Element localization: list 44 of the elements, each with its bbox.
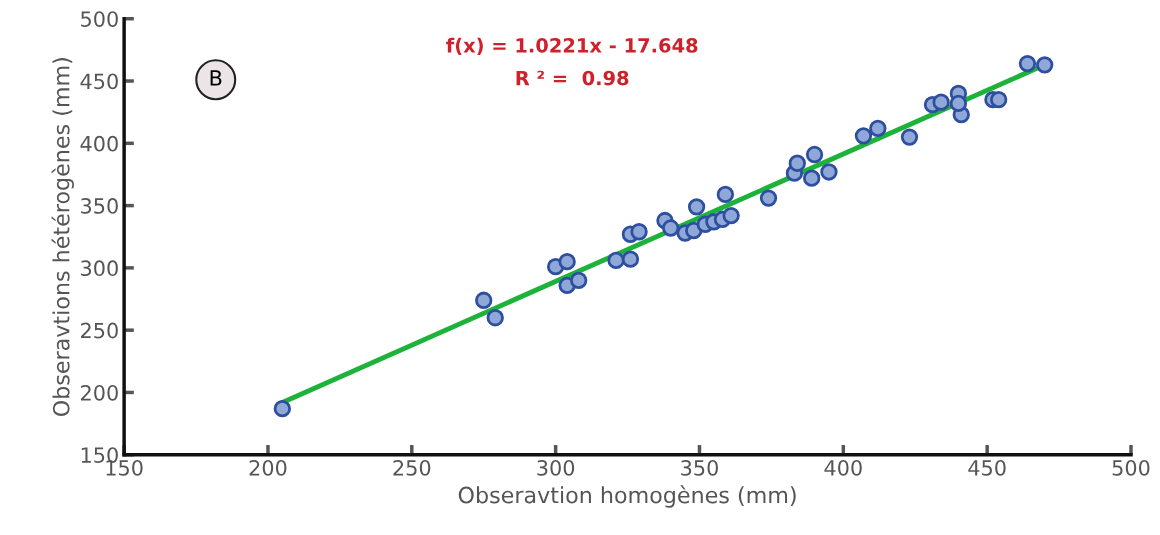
y-tick-label: 450: [80, 73, 118, 90]
point: [621, 250, 640, 268]
y-tick-label: 400: [80, 135, 118, 152]
y-tick-label: 500: [81, 11, 118, 27]
annotation: R ² = 0.98: [516, 70, 629, 86]
x-tick-label: 400: [824, 459, 862, 476]
point: [273, 399, 292, 418]
point: [687, 198, 706, 216]
x-tick-label: 500: [1112, 459, 1150, 476]
y-tick-label: 250: [81, 322, 118, 339]
point: [803, 169, 821, 187]
x-axis-title: Obseravtion homogènes (mm): [458, 485, 796, 508]
point: [932, 93, 950, 111]
point: [486, 309, 504, 327]
point: [722, 206, 740, 225]
point: [854, 127, 873, 145]
annotation: B: [210, 70, 222, 86]
point: [475, 291, 493, 309]
point: [662, 219, 680, 237]
point: [1018, 54, 1037, 73]
point: [820, 163, 838, 181]
point: [788, 154, 806, 172]
point: [630, 223, 648, 241]
point: [869, 119, 887, 138]
point: [900, 128, 919, 146]
point: [716, 185, 735, 204]
point: [989, 91, 1008, 109]
point: [569, 271, 588, 290]
x-tick-label: 300: [537, 459, 575, 476]
x-tick-label: 450: [968, 459, 1006, 476]
y-tick-label: 300: [81, 260, 118, 277]
x-tick-label: 200: [249, 459, 287, 476]
point: [805, 145, 824, 164]
annotation: f(x) = 1.0221x - 17.648: [446, 37, 698, 55]
point: [558, 252, 576, 271]
x-tick-label: 350: [681, 459, 718, 476]
point: [1036, 56, 1054, 74]
point: [949, 94, 968, 113]
point: [607, 251, 625, 270]
point: [759, 189, 778, 207]
y-tick-label: 350: [81, 198, 118, 214]
y-tick-label: 200: [81, 384, 118, 401]
x-tick-label: 250: [393, 459, 431, 476]
y-axis-title: Obseravtions hétérogènes (mm): [51, 58, 74, 417]
